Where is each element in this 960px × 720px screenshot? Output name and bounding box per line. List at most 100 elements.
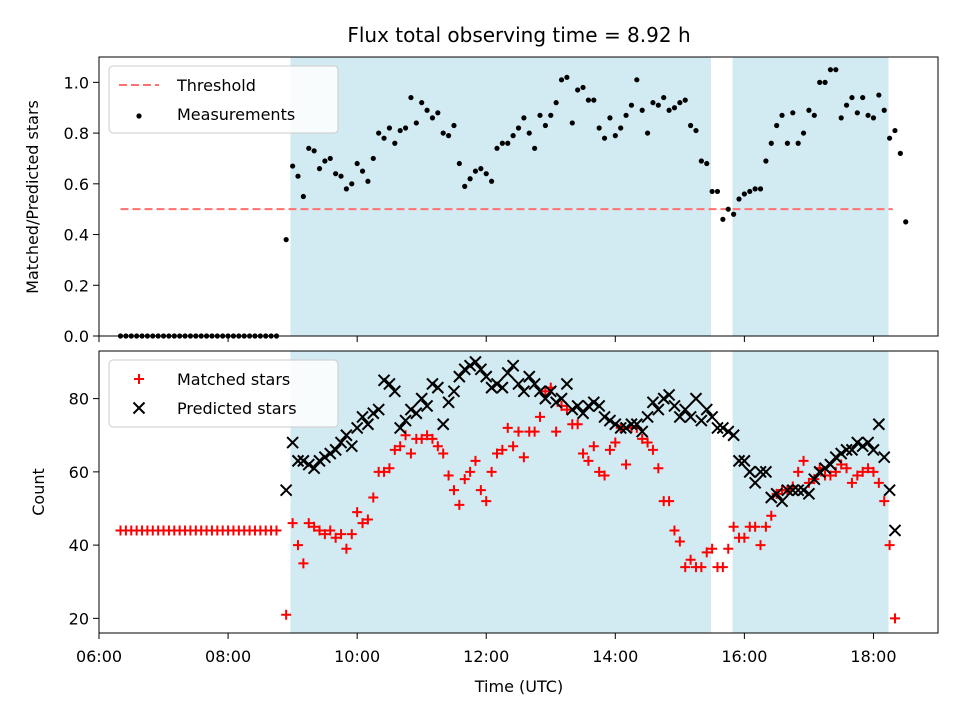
data-point [806, 107, 812, 113]
data-point [501, 366, 514, 380]
data-point [508, 441, 519, 452]
y-tick-label: 20 [69, 609, 89, 628]
data-point [738, 454, 751, 468]
data-point [856, 440, 869, 453]
data-point [372, 403, 385, 416]
data-point [404, 403, 418, 416]
data-point [462, 183, 468, 189]
data-point [876, 92, 882, 98]
data-point [750, 521, 761, 532]
data-point [757, 186, 764, 192]
data-point [459, 474, 470, 485]
data-point [786, 483, 799, 497]
data-point [442, 396, 455, 409]
data-point [760, 521, 771, 532]
data-point [684, 410, 697, 424]
data-point [857, 466, 868, 477]
data-point [800, 130, 807, 136]
count-panel: 20 40 60 80 06:00 08:00 10:00 12:00 14:00 16:00 18… [69, 350, 939, 666]
data-point [587, 396, 601, 409]
observing-interval-1 [290, 57, 712, 336]
data-point [346, 529, 357, 540]
data-point [725, 206, 731, 212]
data-point [458, 363, 471, 376]
y-axis-label-bottom: Count [29, 468, 48, 516]
data-point [635, 425, 649, 438]
data-point [575, 87, 581, 93]
data-point [829, 451, 843, 464]
y-tick-label: 80 [69, 390, 89, 409]
data-point [379, 466, 390, 477]
data-point [668, 399, 681, 413]
data-point [639, 107, 645, 113]
y-tick-label: 40 [69, 536, 89, 555]
data-point [790, 110, 796, 116]
data-point [863, 463, 874, 474]
data-point [539, 392, 552, 405]
data-point [642, 437, 653, 448]
data-point [601, 135, 608, 141]
data-point [754, 465, 767, 479]
data-point [553, 100, 559, 106]
data-point [490, 377, 504, 391]
data-point [420, 399, 434, 413]
data-point [717, 562, 728, 573]
data-point [456, 160, 462, 167]
data-point [808, 472, 821, 486]
data-point [868, 466, 879, 477]
data-point [475, 485, 486, 496]
data-point [558, 77, 565, 83]
data-point [827, 67, 834, 73]
data-point [759, 465, 773, 479]
data-point [491, 448, 502, 459]
data-point [384, 463, 395, 474]
observing-interval-2 [732, 57, 889, 336]
data-point [716, 421, 730, 435]
data-point [555, 392, 568, 405]
data-point [766, 510, 777, 521]
legend-item-matched-stars: Matched stars [134, 370, 290, 389]
data-point [838, 115, 844, 121]
data-point [336, 529, 347, 540]
data-point [397, 127, 403, 134]
data-point [881, 107, 887, 113]
data-point [440, 130, 446, 136]
data-point [709, 188, 715, 195]
data-point [478, 166, 484, 172]
data-point [448, 485, 459, 496]
data-point [303, 518, 314, 529]
data-point [637, 433, 648, 444]
data-point [432, 441, 443, 452]
data-point [822, 79, 828, 85]
data-point [610, 437, 621, 448]
data-point [588, 441, 599, 452]
data-point [693, 127, 699, 134]
data-point [470, 455, 481, 466]
data-point [302, 458, 315, 471]
data-point [647, 444, 658, 455]
data-point [865, 112, 871, 118]
x-axis-label: Time (UTC) [474, 677, 563, 696]
data-point [846, 477, 857, 488]
data-point [698, 158, 704, 164]
data-point [517, 385, 531, 398]
data-point [747, 188, 753, 195]
data-point [388, 385, 402, 398]
data-point [313, 454, 326, 468]
data-point [533, 385, 547, 398]
data-point [465, 466, 476, 477]
data-point [377, 374, 391, 387]
y-axis-label-top: Matched/Predicted stars [23, 100, 42, 294]
data-point [413, 120, 419, 126]
data-point [334, 436, 348, 449]
data-point [283, 237, 289, 243]
data-point [463, 359, 477, 372]
data-point [356, 410, 369, 424]
data-point [594, 466, 605, 477]
data-point [774, 122, 780, 129]
data-point [544, 385, 557, 398]
data-point [666, 107, 672, 113]
data-point [623, 112, 629, 118]
data-point [399, 414, 412, 427]
data-point [447, 385, 461, 398]
